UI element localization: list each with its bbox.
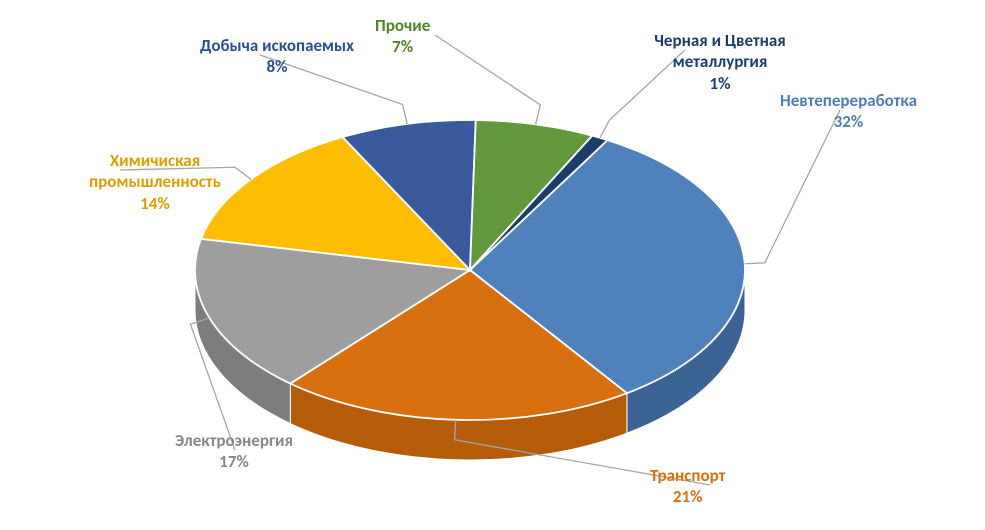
slice-percent-text: 21% — [650, 486, 725, 507]
pie-slice-label: Добыча ископаемых8% — [200, 35, 354, 78]
slice-label-text: Транспорт — [650, 465, 725, 486]
slice-percent-text: 1% — [625, 73, 815, 94]
slice-label-text: Прочие — [375, 15, 430, 36]
pie-svg — [0, 0, 985, 530]
pie-slice-label: Химичиская промышленность14% — [60, 150, 250, 214]
slice-percent-text: 32% — [780, 111, 917, 132]
slice-label-text: Добыча ископаемых — [200, 35, 354, 56]
pie-slice-label: Прочие7% — [375, 15, 430, 58]
slice-percent-text: 7% — [375, 36, 430, 57]
slice-label-text: Электроэнергия — [175, 430, 293, 451]
slice-label-text: Черная и Цветная металлургия — [625, 30, 815, 73]
pie-slice-label: Транспорт21% — [650, 465, 725, 508]
pie-slice-label: Черная и Цветная металлургия1% — [625, 30, 815, 94]
slice-percent-text: 14% — [60, 193, 250, 214]
slice-percent-text: 8% — [200, 56, 354, 77]
pie-chart: Невтепереработка32% Транспорт21% Электроэн… — [0, 0, 985, 530]
leader-line — [745, 110, 840, 264]
leader-line — [435, 35, 540, 124]
pie-slice-label: Электроэнергия17% — [175, 430, 293, 473]
pie-slice-label: Невтепереработка32% — [780, 90, 917, 133]
slice-percent-text: 17% — [175, 451, 293, 472]
slice-label-text: Химичиская промышленность — [60, 150, 250, 193]
